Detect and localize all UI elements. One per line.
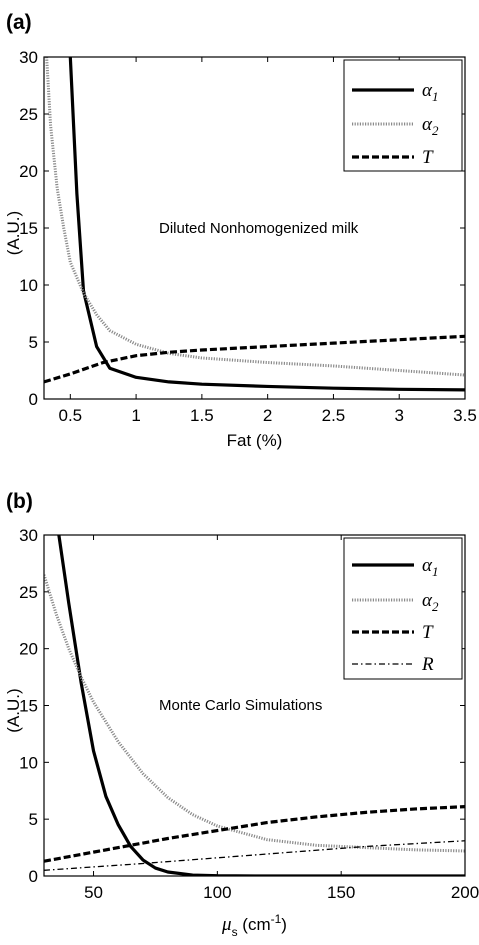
panel-b-series-dotted-line (44, 574, 465, 853)
panel-a-y-tick-label: 10 (19, 276, 38, 295)
panel-b-legend-label: α1 (422, 555, 438, 579)
panel-b-y-axis-label: (A.U.) (4, 688, 23, 732)
panel-b-series-dashdot-line (44, 840, 465, 871)
panel-a-annotation: Diluted Nonhomogenized milk (159, 220, 359, 237)
panel-a-y-tick-label: 25 (19, 105, 38, 124)
panel-a-legend-box (343, 59, 463, 172)
panel-a-x-tick-label: 3 (394, 406, 403, 425)
panel-a-x-tick-label: 1 (131, 406, 140, 425)
panel-b-y-tick-label: 0 (29, 867, 38, 886)
panel-a-label: (a) (6, 11, 32, 34)
panel-b-legend-label: R (421, 654, 434, 675)
panel-b-x-tick-label: 50 (84, 883, 103, 902)
panel-b-y-tick-label: 30 (19, 526, 38, 545)
panel-b-legend-label: T (422, 622, 434, 643)
panel-a-legend-label: α2 (422, 114, 439, 138)
panel-b-x-tick-label: 200 (451, 883, 479, 902)
panel-a-y-tick-label: 0 (29, 390, 38, 409)
panel-a-x-axis-label: Fat (%) (227, 431, 283, 450)
panel-a-x-tick-label: 3.5 (453, 406, 477, 425)
panel-a-x-tick-label: 0.5 (58, 406, 82, 425)
panel-b-legend-label: α2 (422, 590, 439, 614)
panel-b-x-tick-label: 150 (327, 883, 355, 902)
panel-b-y-tick-label: 15 (19, 697, 38, 716)
panel-a-legend-label: T (422, 147, 434, 168)
panel-b-y-tick-label: 20 (19, 640, 38, 659)
panel-a-legend-label: α1 (422, 80, 438, 104)
panel-b-x-axis-label: μs (cm-1) (221, 912, 287, 939)
panel-a-x-tick-label: 2 (263, 406, 272, 425)
panel-a-y-tick-label: 5 (29, 333, 38, 352)
panel-b-series-dashed-line (44, 805, 465, 863)
panel-a-y-tick-label: 15 (19, 219, 38, 238)
panel-a-x-tick-label: 1.5 (190, 406, 214, 425)
panel-a-series-dashed-line (44, 334, 465, 384)
panel-b-y-tick-label: 5 (29, 810, 38, 829)
panel-b-y-tick-label: 25 (19, 583, 38, 602)
panel-b-legend-box (343, 537, 463, 680)
panel-a-series-solid-line (68, 57, 465, 392)
panel-a-x-tick-label: 2.5 (322, 406, 346, 425)
panel-a-series-dotted-line (45, 57, 465, 377)
panel-b-y-tick-label: 10 (19, 753, 38, 772)
panel-b-annotation: Monte Carlo Simulations (159, 697, 322, 714)
panel-a-y-tick-label: 20 (19, 162, 38, 181)
panel-b-label: (b) (6, 490, 33, 513)
panel-a-y-tick-label: 30 (19, 48, 38, 67)
panel-b-x-tick-label: 100 (203, 883, 231, 902)
panel-a-y-axis-label: (A.U.) (4, 211, 23, 255)
